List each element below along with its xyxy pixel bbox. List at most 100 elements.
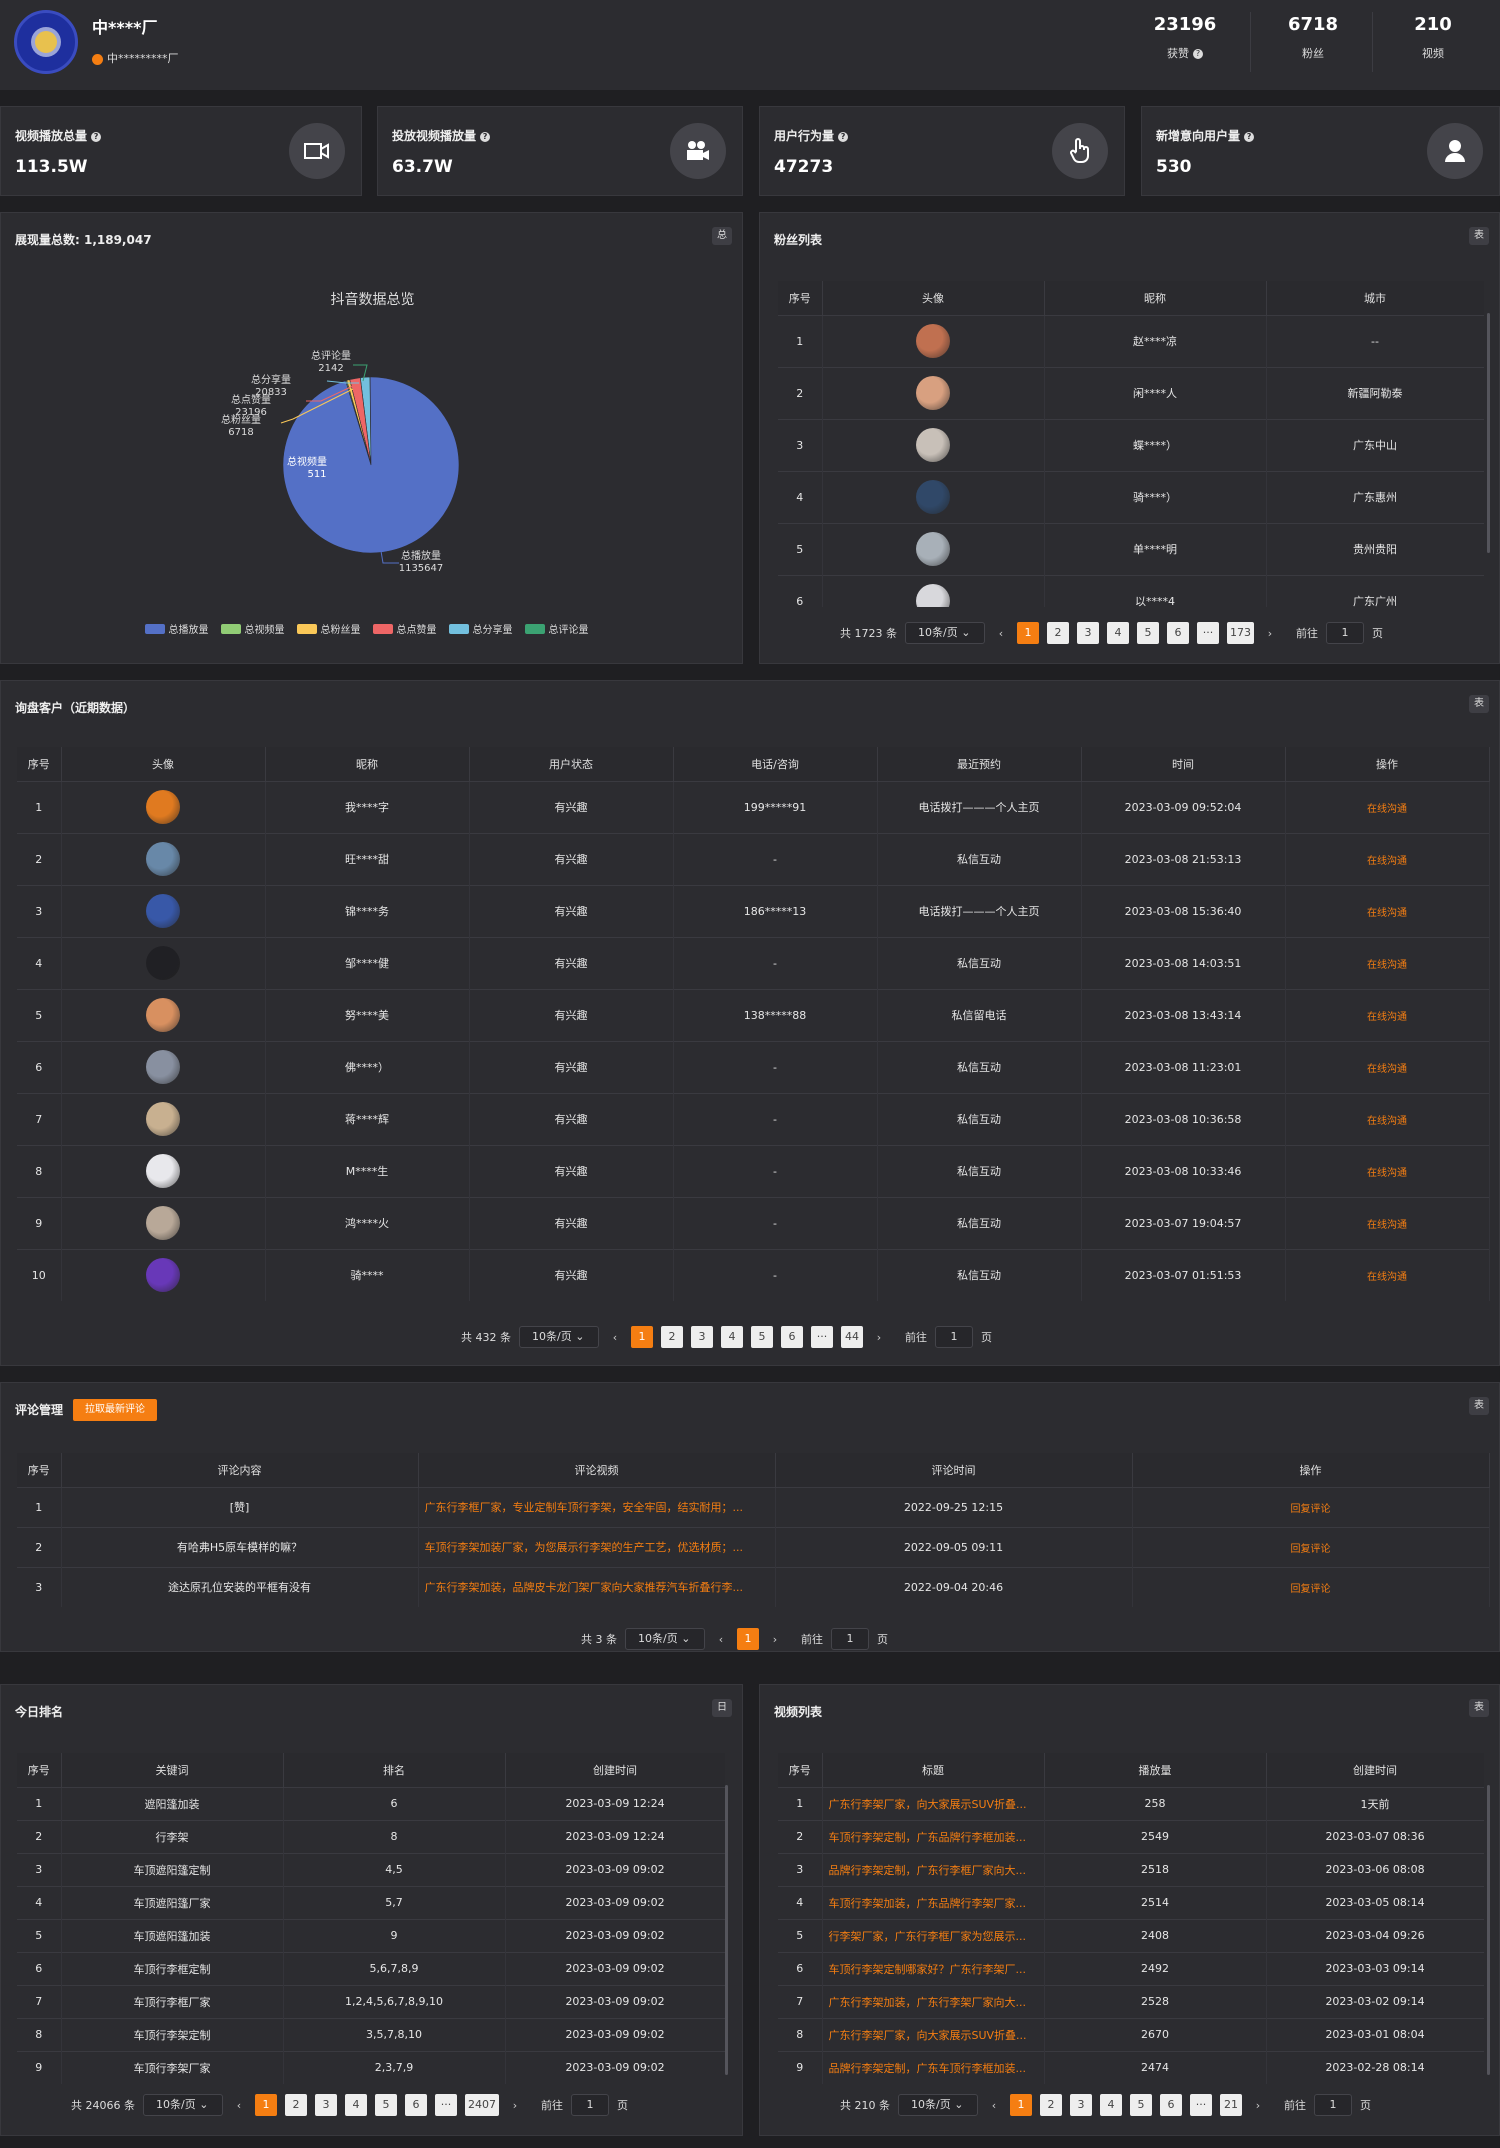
- video-title-link[interactable]: 车顶行李架定制，广东品牌行李框加装...: [822, 1819, 1045, 1853]
- chevron-right-icon[interactable]: ›: [772, 1632, 778, 1646]
- page-button[interactable]: 3: [315, 2094, 337, 2116]
- online-chat-link[interactable]: 在线沟通: [1285, 1092, 1490, 1145]
- page-button[interactable]: 1: [737, 1628, 759, 1650]
- page-size-select[interactable]: 10条/页 ⌄: [143, 2094, 223, 2116]
- legend-item-总评论量[interactable]: 总评论量: [524, 621, 589, 636]
- page-button[interactable]: 6: [1160, 2094, 1182, 2116]
- chevron-left-icon[interactable]: ‹: [612, 1330, 618, 1344]
- video-title-link[interactable]: 广东行李架厂家，向大家展示SUV折叠...: [822, 1786, 1045, 1820]
- chevron-left-icon[interactable]: ‹: [236, 2098, 242, 2112]
- day-tag-button[interactable]: 日: [712, 1699, 732, 1717]
- fetch-comments-button[interactable]: 拉取最新评论: [73, 1399, 157, 1421]
- page-button[interactable]: 1: [255, 2094, 277, 2116]
- online-chat-link[interactable]: 在线沟通: [1285, 780, 1490, 833]
- online-chat-link[interactable]: 在线沟通: [1285, 988, 1490, 1041]
- goto-page-input[interactable]: 1: [1314, 2094, 1352, 2116]
- table-tag-button[interactable]: 表: [1469, 1397, 1489, 1415]
- page-button[interactable]: 1: [1010, 2094, 1032, 2116]
- goto-page-input[interactable]: 1: [1326, 622, 1364, 644]
- page-button[interactable]: 1: [1017, 622, 1039, 644]
- page-button[interactable]: 6: [1167, 622, 1189, 644]
- page-size-select[interactable]: 10条/页 ⌄: [905, 622, 985, 644]
- more-pages-button[interactable]: ···: [811, 1326, 833, 1348]
- chevron-left-icon[interactable]: ‹: [718, 1632, 724, 1646]
- page-button[interactable]: 21: [1220, 2094, 1242, 2116]
- online-chat-link[interactable]: 在线沟通: [1285, 1040, 1490, 1093]
- page-button[interactable]: 44: [841, 1326, 863, 1348]
- page-button[interactable]: 5: [1130, 2094, 1152, 2116]
- table-tag-button[interactable]: 表: [1469, 1699, 1489, 1717]
- page-button[interactable]: 2: [661, 1326, 683, 1348]
- help-icon[interactable]: ?: [1193, 49, 1203, 59]
- video-title-link[interactable]: 车顶行李架定制哪家好？广东行李架厂...: [822, 1951, 1045, 1985]
- online-chat-link[interactable]: 在线沟通: [1285, 1248, 1490, 1301]
- page-button[interactable]: 3: [1077, 622, 1099, 644]
- page-button[interactable]: 4: [1100, 2094, 1122, 2116]
- page-button[interactable]: 2: [1040, 2094, 1062, 2116]
- scrollbar[interactable]: [1487, 1785, 1490, 2075]
- scrollbar[interactable]: [725, 1785, 728, 2075]
- table-tag-button[interactable]: 表: [1469, 227, 1489, 245]
- video-title-link[interactable]: 车顶行李架加装，广东品牌行李架厂家...: [822, 1885, 1045, 1919]
- chevron-right-icon[interactable]: ›: [1255, 2098, 1261, 2112]
- help-icon[interactable]: ?: [838, 131, 849, 142]
- chevron-left-icon[interactable]: ‹: [998, 626, 1004, 640]
- comment-video-link[interactable]: 车顶行李架加装厂家，为您展示行李架的生产工艺，优选材质；...: [418, 1526, 776, 1567]
- page-button[interactable]: 4: [1107, 622, 1129, 644]
- video-title-link[interactable]: 广东行李架厂家，向大家展示SUV折叠...: [822, 2017, 1045, 2051]
- page-size-select[interactable]: 10条/页 ⌄: [625, 1628, 705, 1650]
- video-title-link[interactable]: 行李架厂家，广东行李框厂家为您展示...: [822, 1918, 1045, 1952]
- legend-item-总视频量[interactable]: 总视频量: [220, 621, 285, 636]
- more-pages-button[interactable]: ···: [435, 2094, 457, 2116]
- online-chat-link[interactable]: 在线沟通: [1285, 936, 1490, 989]
- legend-item-总分享量[interactable]: 总分享量: [448, 621, 513, 636]
- online-chat-link[interactable]: 在线沟通: [1285, 1196, 1490, 1249]
- page-button[interactable]: 5: [375, 2094, 397, 2116]
- page-button[interactable]: 4: [721, 1326, 743, 1348]
- table-tag-button[interactable]: 表: [1469, 695, 1489, 713]
- chevron-left-icon[interactable]: ‹: [991, 2098, 997, 2112]
- chevron-right-icon[interactable]: ›: [876, 1330, 882, 1344]
- video-title-link[interactable]: 广东行李架加装，广东行李架厂家向大...: [822, 1984, 1045, 2018]
- page-button[interactable]: 173: [1227, 622, 1254, 644]
- legend-item-总点赞量[interactable]: 总点赞量: [372, 621, 437, 636]
- page-button[interactable]: 4: [345, 2094, 367, 2116]
- help-icon[interactable]: ?: [480, 131, 491, 142]
- total-tag-button[interactable]: 总: [712, 227, 732, 245]
- page-button[interactable]: 2: [285, 2094, 307, 2116]
- page-button[interactable]: 5: [751, 1326, 773, 1348]
- more-pages-button[interactable]: ···: [1190, 2094, 1212, 2116]
- reply-comment-link[interactable]: 回复评论: [1132, 1566, 1490, 1607]
- page-button[interactable]: 6: [781, 1326, 803, 1348]
- pie-slice-总播放量[interactable]: [282, 376, 460, 554]
- goto-page-input[interactable]: 1: [571, 2094, 609, 2116]
- goto-page-input[interactable]: 1: [831, 1628, 869, 1650]
- legend-item-总播放量[interactable]: 总播放量: [144, 621, 209, 636]
- more-pages-button[interactable]: ···: [1197, 622, 1219, 644]
- reply-comment-link[interactable]: 回复评论: [1132, 1486, 1490, 1527]
- page-button[interactable]: 2407: [465, 2094, 499, 2116]
- chevron-right-icon[interactable]: ›: [1267, 626, 1273, 640]
- page-button[interactable]: 1: [631, 1326, 653, 1348]
- goto-page-input[interactable]: 1: [935, 1326, 973, 1348]
- page-button[interactable]: 3: [1070, 2094, 1092, 2116]
- page-size-select[interactable]: 10条/页 ⌄: [519, 1326, 599, 1348]
- scrollbar[interactable]: [1487, 313, 1490, 553]
- chevron-right-icon[interactable]: ›: [512, 2098, 518, 2112]
- comment-video-link[interactable]: 广东行李架加装，品牌皮卡龙门架厂家向大家推荐汽车折叠行李...: [418, 1566, 776, 1607]
- help-icon[interactable]: ?: [91, 131, 102, 142]
- video-title-link[interactable]: 品牌行李架定制，广东行李框厂家向大...: [822, 1852, 1045, 1886]
- page-button[interactable]: 6: [405, 2094, 427, 2116]
- page-size-select[interactable]: 10条/页 ⌄: [898, 2094, 978, 2116]
- help-icon[interactable]: ?: [1244, 131, 1255, 142]
- video-title-link[interactable]: 品牌行李架定制，广东车顶行李框加装...: [822, 2050, 1045, 2084]
- online-chat-link[interactable]: 在线沟通: [1285, 884, 1490, 937]
- legend-item-总粉丝量[interactable]: 总粉丝量: [296, 621, 361, 636]
- comment-video-link[interactable]: 广东行李框厂家，专业定制车顶行李架，安全牢固，结实耐用；...: [418, 1486, 776, 1527]
- page-button[interactable]: 2: [1047, 622, 1069, 644]
- online-chat-link[interactable]: 在线沟通: [1285, 832, 1490, 885]
- online-chat-link[interactable]: 在线沟通: [1285, 1144, 1490, 1197]
- page-button[interactable]: 3: [691, 1326, 713, 1348]
- page-button[interactable]: 5: [1137, 622, 1159, 644]
- reply-comment-link[interactable]: 回复评论: [1132, 1526, 1490, 1567]
